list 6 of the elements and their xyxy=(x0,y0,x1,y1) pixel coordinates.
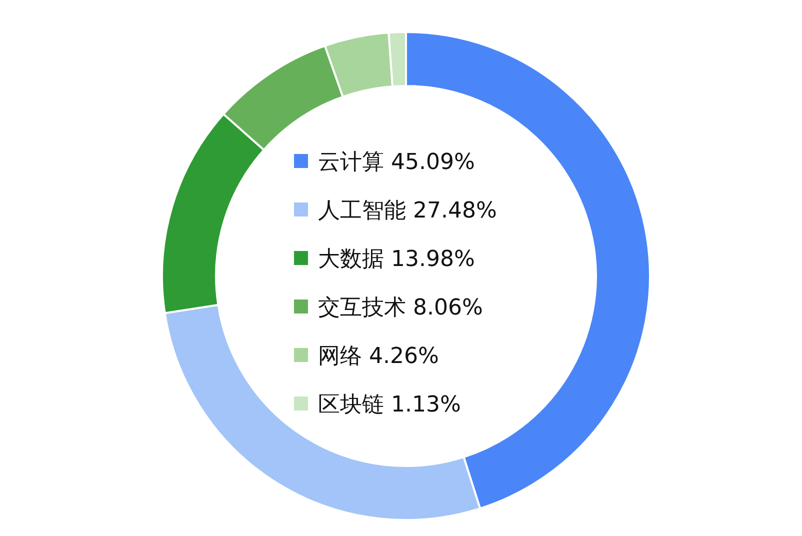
legend-label: 大数据 13.98% xyxy=(318,247,475,272)
legend-label: 交互技术 8.06% xyxy=(318,296,483,320)
legend-label: 人工智能 27.48% xyxy=(318,198,497,224)
legend-label: 区块链 1.13% xyxy=(318,392,461,418)
legend-label: 云计算 45.09% xyxy=(318,150,475,175)
legend-label: 网络 4.26% xyxy=(318,344,439,369)
